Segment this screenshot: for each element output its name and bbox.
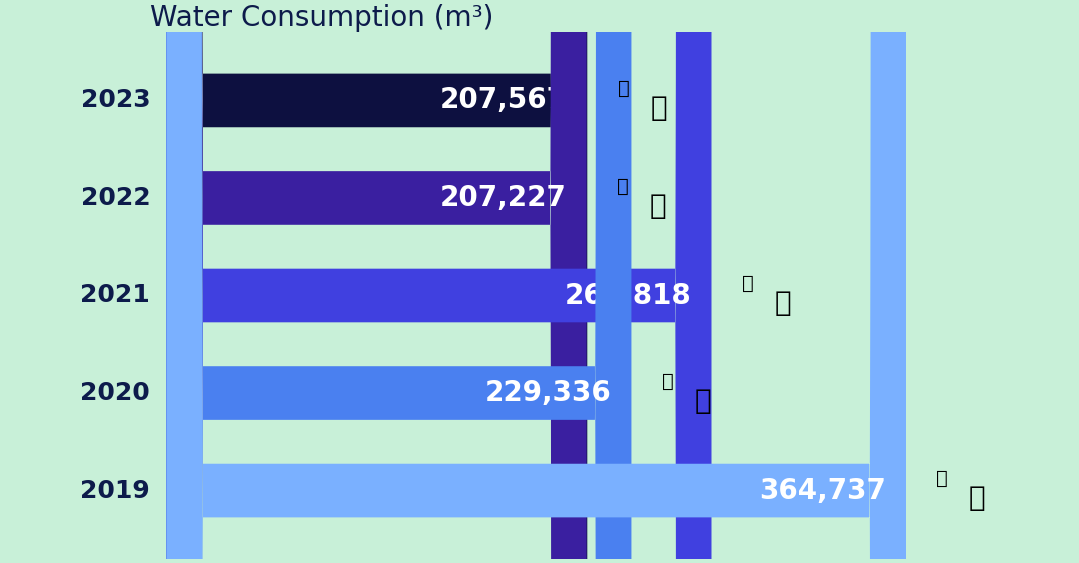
Text: 💧: 💧 <box>617 79 629 98</box>
FancyBboxPatch shape <box>166 0 906 563</box>
Text: 💧: 💧 <box>742 274 753 293</box>
Text: 2022: 2022 <box>81 186 150 210</box>
Text: 💧: 💧 <box>775 289 791 318</box>
Text: 💧: 💧 <box>651 94 667 122</box>
Text: 229,336: 229,336 <box>484 379 611 407</box>
FancyBboxPatch shape <box>166 0 631 563</box>
FancyBboxPatch shape <box>166 0 711 563</box>
Text: 💧: 💧 <box>969 484 985 512</box>
Text: Water Consumption (m³): Water Consumption (m³) <box>150 4 493 32</box>
FancyBboxPatch shape <box>166 0 587 563</box>
Text: 💧: 💧 <box>650 192 666 220</box>
Text: 2020: 2020 <box>81 381 150 405</box>
Text: 2021: 2021 <box>81 284 150 307</box>
Text: 207,227: 207,227 <box>439 184 566 212</box>
Text: 💧: 💧 <box>694 387 711 415</box>
FancyBboxPatch shape <box>166 0 587 563</box>
Text: 364,737: 364,737 <box>759 476 886 504</box>
Text: 💧: 💧 <box>661 372 673 391</box>
Text: 207,567: 207,567 <box>440 87 566 114</box>
Text: 💧: 💧 <box>937 470 948 488</box>
Text: 2023: 2023 <box>81 88 150 113</box>
Text: 💧: 💧 <box>617 177 629 196</box>
Text: 2019: 2019 <box>81 479 150 503</box>
Text: 268,818: 268,818 <box>564 282 692 310</box>
